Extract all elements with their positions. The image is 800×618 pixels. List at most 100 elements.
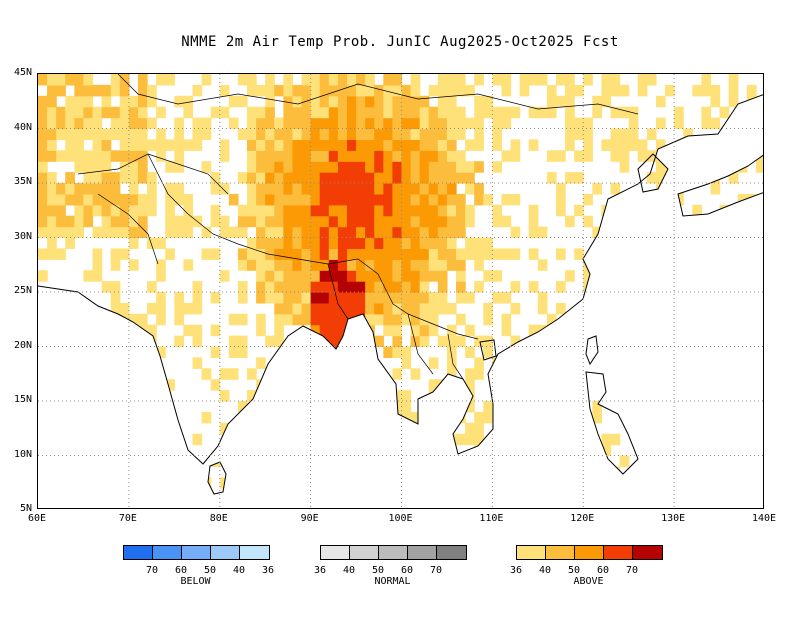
probability-cell — [137, 128, 148, 140]
probability-cell — [301, 444, 312, 457]
probability-cell — [292, 281, 303, 293]
probability-cell — [328, 248, 339, 260]
probability-cell — [192, 357, 203, 369]
probability-cell — [110, 128, 121, 140]
probability-cell — [274, 128, 284, 140]
probability-cell — [310, 401, 321, 413]
probability-cell — [429, 499, 439, 509]
probability-cell — [337, 215, 348, 228]
probability-cell — [219, 270, 230, 282]
probability-cell — [38, 215, 48, 228]
latitude-label: 25N — [13, 285, 32, 296]
probability-cell — [265, 204, 275, 217]
probability-cell — [619, 128, 630, 140]
probability-cell — [356, 270, 366, 282]
probability-cell — [237, 172, 248, 184]
probability-cell — [310, 74, 321, 86]
probability-cell — [383, 401, 394, 413]
probability-cell — [292, 117, 303, 130]
probability-cell — [265, 335, 275, 348]
probability-cell — [737, 488, 748, 494]
probability-cell — [428, 248, 439, 260]
probability-cell — [137, 95, 148, 108]
probability-cell — [419, 302, 430, 315]
probability-cell — [319, 172, 330, 184]
probability-cell — [737, 422, 748, 435]
probability-cell — [465, 466, 475, 478]
probability-cell — [737, 292, 748, 304]
probability-cell — [365, 95, 375, 108]
probability-cell — [192, 302, 203, 315]
probability-cell — [419, 401, 430, 413]
probability-cell — [356, 74, 366, 86]
probability-cell — [437, 172, 448, 184]
probability-cell — [755, 292, 763, 304]
probability-cell — [65, 150, 75, 162]
probability-cell — [365, 455, 375, 467]
probability-cell — [301, 313, 312, 326]
probability-cell — [219, 444, 230, 457]
probability-cell — [456, 226, 466, 239]
probability-cell — [328, 183, 339, 195]
probability-cell — [392, 237, 403, 249]
probability-cell — [256, 183, 266, 195]
probability-cell — [101, 215, 112, 228]
probability-cell — [546, 401, 557, 413]
probability-cell — [592, 106, 603, 119]
probability-cell — [101, 444, 112, 457]
probability-cell — [446, 150, 457, 162]
probability-cell — [601, 444, 612, 457]
probability-cell — [401, 346, 412, 358]
probability-cell — [265, 259, 275, 271]
probability-cell — [83, 161, 94, 173]
probability-cell — [74, 193, 85, 206]
probability-cell — [137, 204, 148, 217]
probability-cell — [47, 150, 57, 162]
above-legend-swatch — [546, 546, 575, 559]
probability-cell — [137, 117, 148, 130]
probability-cell — [519, 444, 530, 457]
probability-cell — [356, 411, 366, 424]
probability-cell — [274, 248, 284, 260]
probability-cell — [583, 422, 593, 435]
probability-cell — [328, 172, 339, 184]
probability-cell — [74, 357, 85, 369]
probability-cell — [346, 357, 357, 369]
probability-cell — [156, 477, 166, 489]
probability-cell — [401, 139, 412, 151]
probability-cell — [501, 84, 512, 97]
probability-cell — [410, 139, 421, 151]
probability-cell — [74, 204, 85, 217]
probability-cell — [237, 281, 248, 293]
probability-cell — [310, 379, 321, 391]
probability-cell — [101, 161, 112, 173]
probability-cell — [183, 226, 194, 239]
probability-cell — [74, 95, 85, 108]
probability-cell — [437, 95, 448, 108]
probability-cell — [501, 313, 512, 326]
probability-cell — [410, 411, 421, 424]
probability-cell — [274, 488, 284, 494]
probability-cell — [310, 259, 321, 271]
probability-cell — [592, 302, 603, 315]
probability-cell — [555, 335, 566, 348]
probability-cell — [719, 433, 730, 446]
probability-cell — [419, 259, 430, 271]
probability-cell — [274, 226, 284, 239]
probability-cell — [365, 292, 375, 304]
probability-cell — [201, 368, 212, 380]
probability-cell — [437, 161, 448, 173]
probability-cell — [346, 346, 357, 358]
probability-cell — [746, 139, 757, 151]
probability-cell — [128, 193, 139, 206]
probability-cell — [637, 237, 648, 249]
probability-cell — [229, 499, 239, 509]
probability-cell — [192, 324, 203, 337]
probability-cell — [501, 466, 512, 478]
probability-cell — [446, 128, 457, 140]
probability-cell — [38, 106, 48, 119]
probability-cell — [719, 368, 730, 380]
probability-cell — [728, 95, 739, 108]
probability-cell — [238, 499, 248, 509]
probability-cell — [128, 488, 139, 494]
